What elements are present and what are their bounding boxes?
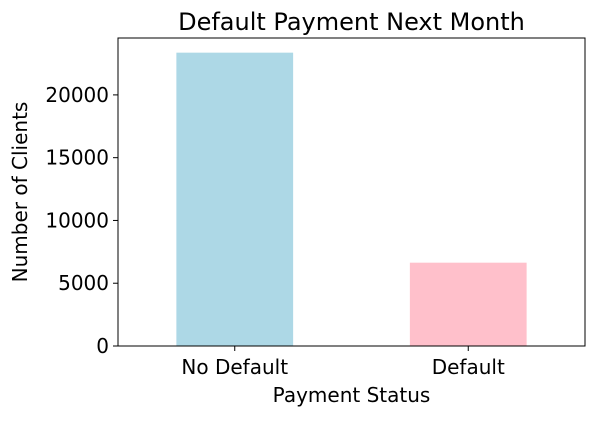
y-tick-label: 0 — [96, 334, 109, 358]
x-axis-label: Payment Status — [273, 383, 431, 407]
x-tick-label: Default — [432, 355, 505, 379]
x-tick-label: No Default — [181, 355, 288, 379]
y-tick-label: 20000 — [45, 83, 109, 107]
bars-layer — [176, 52, 527, 346]
bar-default — [409, 262, 527, 346]
chart-title: Default Payment Next Month — [178, 8, 525, 36]
y-tick-label: 5000 — [58, 271, 109, 295]
x-ticks: No Default Default — [181, 346, 505, 379]
y-tick-label: 15000 — [45, 146, 109, 170]
y-tick-label: 10000 — [45, 208, 109, 232]
y-axis-label: Number of Clients — [8, 102, 32, 283]
bar-no-default — [176, 52, 294, 346]
y-ticks: 0 5000 10000 15000 20000 — [45, 83, 118, 358]
plot-frame — [117, 37, 586, 347]
